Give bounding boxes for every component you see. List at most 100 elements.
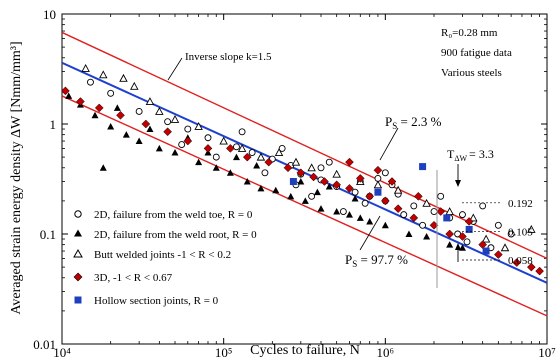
point-series-3	[183, 136, 193, 146]
point-series-2	[500, 243, 510, 252]
point-series-4	[374, 188, 382, 196]
point-series-1	[313, 188, 321, 196]
line-lower	[62, 95, 547, 317]
point-series-3	[373, 165, 383, 175]
point-series-0	[135, 108, 143, 115]
point-series-0	[400, 211, 408, 219]
point-series-3	[380, 196, 390, 206]
ps-upper-leader	[379, 127, 399, 161]
point-series-0	[361, 199, 369, 207]
point-series-1	[381, 221, 389, 229]
point-series-3	[413, 191, 423, 201]
point-series-1	[195, 158, 203, 166]
point-series-3	[309, 172, 318, 182]
point-series-0	[87, 78, 94, 86]
point-series-0	[459, 211, 466, 219]
point-series-3	[296, 168, 306, 178]
point-series-1	[272, 186, 280, 194]
legend-label-weld-root: 2D, failure from the weld root, R = 0	[94, 229, 257, 241]
t-arrowhead-upper	[455, 180, 461, 187]
point-series-2	[130, 81, 139, 90]
point-series-0	[430, 208, 438, 215]
point-series-2	[145, 97, 155, 105]
legend-label-weld-toe: 2D, failure from the weld toe, R = 0	[94, 209, 253, 221]
point-series-3	[355, 174, 365, 183]
point-series-1	[317, 205, 325, 212]
point-series-4	[443, 214, 451, 222]
point-series-3	[141, 119, 151, 129]
point-series-3	[163, 127, 172, 137]
point-series-3	[345, 157, 354, 167]
point-series-1	[446, 241, 454, 248]
plot-frame	[61, 13, 548, 345]
point-series-3	[526, 262, 536, 272]
point-series-1	[366, 217, 374, 225]
legend-label-3d: 3D, -1 < R < 0.67	[94, 272, 173, 284]
point-series-0	[238, 128, 246, 136]
point-series-0	[184, 125, 192, 133]
x-axis-label: Cycles to failure, N	[250, 343, 360, 358]
point-series-2	[99, 70, 108, 79]
point-series-3	[116, 110, 125, 120]
point-series-0	[410, 202, 418, 210]
point-series-2	[469, 213, 478, 222]
point-series-3	[226, 144, 235, 153]
point-series-1	[155, 144, 163, 152]
point-series-0	[325, 158, 333, 166]
point-series-1	[297, 178, 305, 185]
point-series-1	[253, 161, 261, 169]
point-series-2	[256, 152, 266, 161]
point-series-3	[332, 180, 342, 190]
point-series-3	[393, 204, 403, 214]
x-tick-label: 10⁴	[53, 345, 71, 358]
point-series-3	[76, 97, 85, 106]
point-series-2	[393, 185, 403, 194]
legend-item-weld-root: 2D, failure from the weld root, R = 0	[74, 229, 257, 241]
point-series-2	[274, 148, 284, 157]
point-series-1	[212, 164, 220, 171]
point-series-2	[332, 169, 341, 178]
point-series-0	[437, 192, 445, 200]
point-series-1	[171, 149, 179, 156]
point-series-1	[113, 104, 121, 111]
point-series-4	[465, 225, 473, 233]
point-series-1	[226, 169, 234, 176]
ps-lower-leader	[359, 215, 381, 251]
axis-ticks: 10⁴ 10⁵ 10⁶ 10⁷ 10 1 0.1 0.01	[33, 7, 556, 358]
t-ratio-label: TΔW = 3.3	[447, 147, 494, 163]
point-series-0	[381, 169, 389, 177]
point-series-1	[405, 230, 413, 237]
point-series-3	[512, 258, 522, 267]
point-series-2	[422, 198, 431, 207]
point-series-1	[65, 92, 73, 99]
point-series-1	[232, 153, 240, 161]
level-label: 0.105	[508, 227, 533, 239]
point-series-3	[535, 266, 544, 276]
point-series-3	[387, 177, 397, 186]
point-series-2	[373, 180, 383, 189]
point-series-0	[494, 221, 502, 229]
point-series-1	[257, 184, 265, 192]
point-series-3	[320, 177, 329, 186]
x-tick-label: 10⁶	[377, 345, 395, 358]
legend-label-butt-welded: Butt welded joints -1 < R < 0.2	[94, 249, 231, 261]
ps-upper-label: PS = 2.3 %	[385, 114, 442, 131]
point-series-1	[356, 214, 364, 221]
data-points	[62, 63, 544, 276]
legend-item-weld-toe: 2D, failure from the weld toe, R = 0	[74, 209, 253, 221]
point-series-3	[445, 229, 455, 239]
point-series-4	[419, 163, 427, 171]
info-material: Various steels	[441, 67, 502, 79]
point-series-1	[333, 208, 341, 215]
point-series-3	[94, 103, 104, 113]
point-series-3	[464, 217, 474, 226]
point-series-2	[307, 163, 316, 172]
point-series-0	[308, 192, 316, 200]
x-tick-label: 10⁵	[215, 345, 233, 358]
point-series-0	[107, 89, 115, 97]
point-series-4	[482, 247, 490, 255]
point-series-3	[345, 183, 354, 193]
point-series-2	[155, 107, 164, 115]
point-series-0	[507, 230, 515, 238]
